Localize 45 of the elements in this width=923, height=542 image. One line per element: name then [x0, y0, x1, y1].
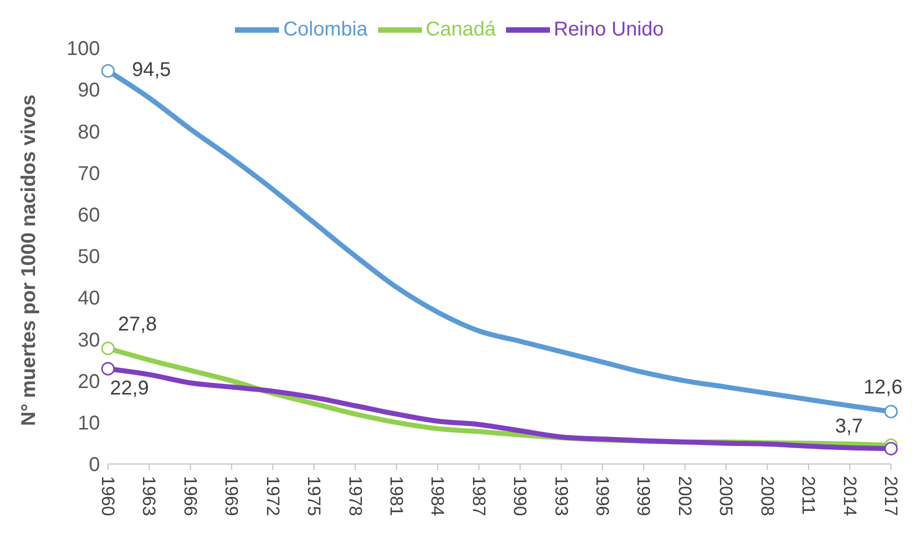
x-tick-label: 1966 — [180, 476, 200, 516]
y-tick-label: 0 — [88, 454, 100, 476]
data-label: 3,7 — [835, 416, 863, 438]
legend-label: Colombia — [283, 18, 368, 40]
legend-label: Canadá — [426, 18, 496, 40]
y-tick-label: 50 — [78, 246, 100, 268]
y-tick-label: 20 — [78, 370, 100, 393]
y-tick-label: 80 — [78, 121, 100, 144]
y-tick-label: 90 — [78, 80, 100, 102]
point — [101, 64, 115, 78]
point — [884, 442, 898, 456]
data-label: 27,8 — [118, 313, 157, 336]
x-tick-label: 2002 — [674, 476, 695, 516]
x-tick-label: 1975 — [304, 476, 324, 516]
x-tick-label: 1960 — [98, 476, 118, 516]
y-tick-label: 40 — [78, 288, 100, 310]
x-tick-label: 2011 — [798, 476, 819, 515]
point — [101, 342, 115, 356]
x-tick-label: 1981 — [386, 476, 406, 516]
x-tick-label: 1987 — [468, 476, 489, 516]
x-tick-label: 1999 — [634, 476, 654, 516]
y-tick-label: 100 — [66, 38, 100, 60]
y-tick-label: 70 — [78, 162, 100, 185]
y-tick-label: 10 — [78, 412, 100, 434]
y-axis-title: N° muertes por 1000 nacidos vivos — [18, 94, 40, 426]
x-tick-label: 1990 — [510, 476, 530, 516]
x-tick-label: 1996 — [592, 476, 613, 516]
data-label: 12,6 — [864, 376, 902, 399]
x-tick-label: 2017 — [881, 476, 901, 516]
y-tick-label: 30 — [78, 329, 100, 352]
y-tick-label: 60 — [78, 204, 100, 226]
data-label: 22,9 — [110, 378, 149, 400]
x-tick-label: 2008 — [757, 476, 778, 516]
data-label: 94,5 — [132, 58, 171, 81]
x-tick-label: 1993 — [551, 476, 572, 516]
legend-label: Reino Unido — [554, 18, 664, 40]
x-tick-label: 1978 — [345, 476, 366, 516]
point — [884, 404, 898, 418]
x-tick-label: 2005 — [716, 476, 736, 516]
x-tick-label: 2014 — [840, 476, 860, 516]
x-tick-label: 1963 — [139, 476, 160, 516]
x-tick-label: 1969 — [222, 476, 242, 516]
x-tick-label: 1972 — [262, 476, 283, 516]
point — [101, 362, 115, 376]
x-tick-label: 1984 — [428, 476, 448, 516]
